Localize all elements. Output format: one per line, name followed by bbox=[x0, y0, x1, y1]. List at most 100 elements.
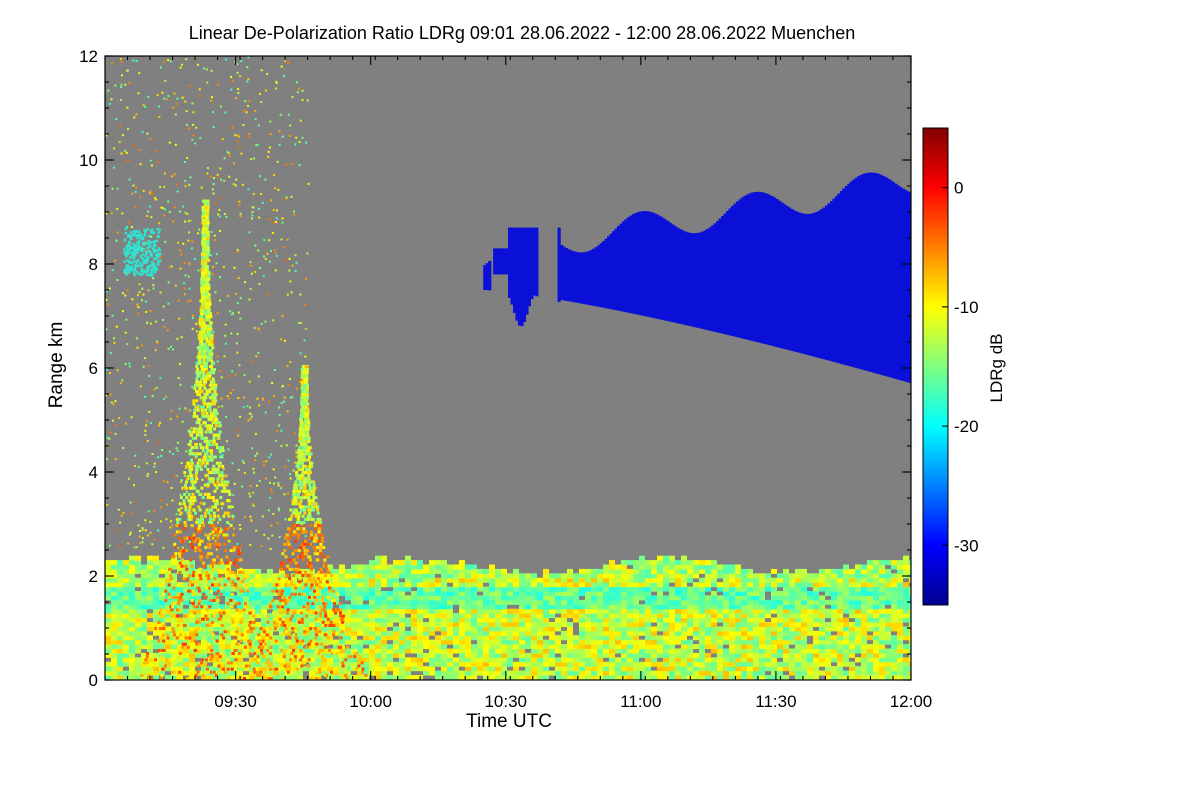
heatmap-cell bbox=[291, 617, 297, 623]
heatmap-cell bbox=[357, 595, 363, 601]
heatmap-cell bbox=[204, 215, 208, 219]
heatmap-cell bbox=[567, 670, 573, 676]
heatmap-cell bbox=[129, 582, 135, 588]
heatmap-cell bbox=[303, 586, 309, 592]
heatmap-cell bbox=[208, 508, 212, 512]
heatmap-cell bbox=[206, 355, 210, 359]
heatmap-cell bbox=[471, 626, 477, 632]
heatmap-cell bbox=[207, 642, 211, 646]
heatmap-cell bbox=[807, 577, 813, 583]
heatmap-cell bbox=[537, 639, 543, 645]
heatmap-cell bbox=[213, 657, 219, 663]
heatmap-cell bbox=[801, 595, 807, 601]
heatmap-cell bbox=[477, 568, 483, 574]
heatmap-cell bbox=[105, 564, 111, 570]
heatmap-cell bbox=[204, 474, 208, 478]
heatmap-cell bbox=[609, 621, 615, 627]
heatmap-cell bbox=[891, 617, 897, 623]
heatmap-cell bbox=[525, 577, 531, 583]
heatmap-cell bbox=[297, 586, 303, 592]
heatmap-cell bbox=[549, 595, 555, 601]
heatmap-cell bbox=[717, 630, 723, 636]
heatmap-cell bbox=[825, 639, 831, 645]
heatmap-cell bbox=[513, 617, 519, 623]
heatmap-cell bbox=[423, 657, 429, 663]
heatmap-cell bbox=[393, 568, 399, 574]
heatmap-cell bbox=[195, 608, 201, 614]
heatmap-cell bbox=[621, 675, 627, 680]
heatmap-cell bbox=[669, 591, 675, 597]
heatmap-cell bbox=[369, 591, 375, 597]
heatmap-cell bbox=[184, 636, 188, 640]
heatmap-cell bbox=[459, 577, 465, 583]
heatmap-cell bbox=[621, 630, 627, 636]
heatmap-cell bbox=[219, 586, 223, 590]
heatmap-cell bbox=[210, 583, 214, 587]
heatmap-cell bbox=[357, 644, 363, 650]
heatmap-cell bbox=[211, 383, 215, 387]
heatmap-cell bbox=[248, 620, 252, 624]
heatmap-cell bbox=[175, 677, 179, 680]
heatmap-cell bbox=[729, 608, 735, 614]
heatmap-cell bbox=[693, 621, 699, 627]
heatmap-cell bbox=[215, 595, 219, 599]
heatmap-cell bbox=[198, 589, 202, 593]
heatmap-cell bbox=[465, 657, 471, 663]
heatmap-cell bbox=[204, 424, 208, 428]
heatmap-cell bbox=[405, 577, 411, 583]
heatmap-cell bbox=[573, 661, 579, 667]
heatmap-cell bbox=[369, 670, 375, 676]
heatmap-cell bbox=[309, 648, 315, 654]
heatmap-cell bbox=[657, 648, 663, 654]
heatmap-cell bbox=[639, 591, 645, 597]
heatmap-cell bbox=[177, 630, 183, 636]
heatmap-cell bbox=[795, 661, 801, 667]
heatmap-cell bbox=[202, 352, 206, 356]
heatmap-cell bbox=[465, 586, 471, 592]
heatmap-cell bbox=[543, 644, 549, 650]
heatmap-cell bbox=[597, 661, 603, 667]
heatmap-cell bbox=[825, 670, 831, 676]
heatmap-cell bbox=[585, 613, 591, 619]
heatmap-cell bbox=[531, 586, 537, 592]
heatmap-cell bbox=[186, 577, 190, 581]
heatmap-cell bbox=[807, 657, 813, 663]
heatmap-cell bbox=[117, 635, 123, 641]
heatmap-cell bbox=[453, 577, 459, 583]
heatmap-cell bbox=[483, 657, 489, 663]
heatmap-cell bbox=[771, 652, 777, 658]
heatmap-cell bbox=[795, 670, 801, 676]
heatmap-cell bbox=[363, 639, 369, 645]
heatmap-cell bbox=[627, 661, 633, 667]
heatmap-cell bbox=[261, 608, 267, 614]
heatmap-cell bbox=[801, 648, 807, 654]
heatmap-cell bbox=[310, 677, 314, 680]
heatmap-cell bbox=[252, 627, 256, 631]
heatmap-cell bbox=[220, 480, 224, 484]
heatmap-cell bbox=[180, 552, 184, 556]
heatmap-cell bbox=[897, 635, 903, 641]
heatmap-cell bbox=[227, 489, 231, 493]
heatmap-cell bbox=[198, 330, 202, 334]
heatmap-cell bbox=[200, 436, 204, 440]
heatmap-cell bbox=[222, 664, 226, 668]
heatmap-cell bbox=[141, 652, 147, 658]
heatmap-cell bbox=[345, 568, 351, 574]
heatmap-cell bbox=[675, 564, 681, 570]
heatmap-cell bbox=[423, 608, 429, 614]
heatmap-cell bbox=[633, 604, 639, 610]
heatmap-cell bbox=[585, 630, 591, 636]
heatmap-cell bbox=[351, 573, 357, 579]
heatmap-cell bbox=[231, 573, 237, 579]
heatmap-cell bbox=[771, 586, 777, 592]
heatmap-cell bbox=[357, 666, 363, 672]
heatmap-cell bbox=[123, 626, 129, 632]
heatmap-cell bbox=[225, 670, 231, 676]
heatmap-cell bbox=[369, 657, 375, 663]
heatmap-cell bbox=[210, 552, 214, 556]
heatmap-cell bbox=[183, 486, 187, 490]
heatmap-cell bbox=[249, 608, 255, 614]
heatmap-cell bbox=[747, 652, 753, 658]
heatmap-cell bbox=[615, 635, 621, 641]
heatmap-cell bbox=[231, 675, 237, 680]
